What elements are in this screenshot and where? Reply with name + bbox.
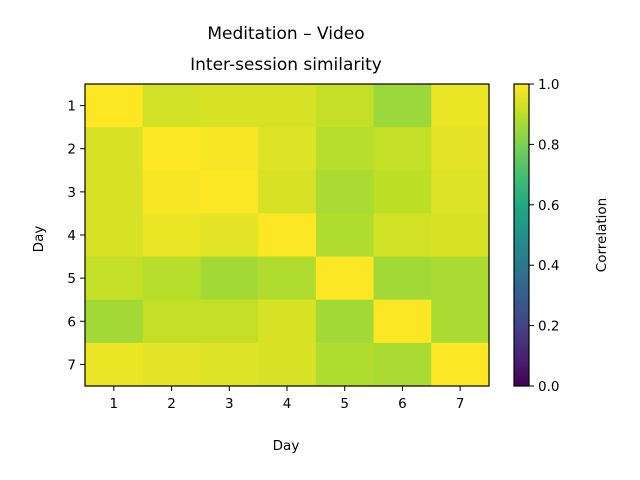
heatmap-cell [373,127,432,171]
heatmap-cell [373,213,432,258]
heatmap-cell [315,127,375,171]
x-tick-label: 1 [110,396,119,412]
heatmap-cell [200,299,259,344]
heatmap-cell [373,84,432,128]
y-tick-label: 5 [67,271,76,287]
heatmap-cell [373,256,432,301]
heatmap-cell [431,299,490,344]
colorbar-frame [513,83,530,387]
heatmap-cell [85,342,144,387]
colorbar-label: Correlation [594,198,610,272]
heatmap-cell [85,256,144,301]
y-tick-label: 6 [67,314,76,330]
colorbar-gradient [514,84,529,386]
x-axis-label: Day [273,438,300,454]
heatmap-cell [431,213,490,258]
heatmap-cell [315,342,375,387]
heatmap-cell [315,84,375,128]
heatmap-cell [258,299,317,344]
x-tick-label: 7 [456,396,465,412]
heatmap-cell [373,342,432,387]
heatmap-cell [315,213,375,258]
chart-title: Meditation – Video Inter-session similar… [190,24,382,75]
heatmap-cell [85,299,144,344]
y-axis-label: Day [31,226,47,253]
heatmap-cells [85,84,490,387]
y-tick-label: 1 [67,99,76,115]
y-tick-label: 4 [67,228,76,244]
heatmap-cell [258,170,317,215]
colorbar: 0.0 0.2 0.4 0.6 0.8 1.0 Correlation [513,77,610,395]
x-tick-label: 6 [398,396,407,412]
heatmap-cell [142,84,202,128]
x-tick-label: 4 [283,396,292,412]
y-tick-label: 2 [67,142,76,158]
x-tick-label: 2 [167,396,176,412]
heatmap-cell [431,256,490,301]
heatmap-cell [315,170,375,215]
x-tick-label: 3 [225,396,234,412]
heatmap-cell [258,127,317,171]
heatmap-cell [258,213,317,258]
colorbar-tick-label: 0.4 [538,258,559,274]
heatmap-cell [315,256,375,301]
heatmap-cell [85,84,144,128]
chart-title-line-2: Inter-session similarity [190,55,382,75]
y-tick-label: 3 [67,185,76,201]
x-tick-label: 5 [340,396,349,412]
heatmap-cell [85,213,144,258]
heatmap-cell [431,127,490,171]
colorbar-tick-label: 0.6 [538,198,559,214]
heatmap-cell [85,127,144,171]
colorbar-tick-label: 0.2 [538,319,559,335]
heatmap-cell [200,342,259,387]
heatmap-cell [431,342,490,387]
heatmap-cell [142,127,202,171]
heatmap-cell [200,84,259,128]
colorbar-tick-label: 1.0 [538,77,559,93]
heatmap-cell [200,256,259,301]
colorbar-tick-label: 0.8 [538,137,559,153]
heatmap-cell [258,342,317,387]
heatmap-cell [258,256,317,301]
chart-title-line-1: Meditation – Video [207,24,364,44]
heatmap-cell [142,342,202,387]
heatmap-cell [142,256,202,301]
heatmap-cell [200,127,259,171]
heatmap-cell [142,170,202,215]
heatmap-cell [373,299,432,344]
x-axis: 1 2 3 4 5 6 7 [110,386,465,412]
heatmap-cell [315,299,375,344]
heatmap-cell [431,170,490,215]
heatmap-cell [373,170,432,215]
colorbar-tick-label: 0.0 [538,379,559,395]
heatmap-cell [258,84,317,128]
heatmap-cell [142,213,202,258]
y-axis: 1 2 3 4 5 6 7 [67,99,85,373]
heatmap-cell [85,170,144,215]
heatmap-cell [200,213,259,258]
heatmap-cell [200,170,259,215]
heatmap-cell [142,299,202,344]
y-tick-label: 7 [67,357,76,373]
heatmap-cell [431,84,490,128]
